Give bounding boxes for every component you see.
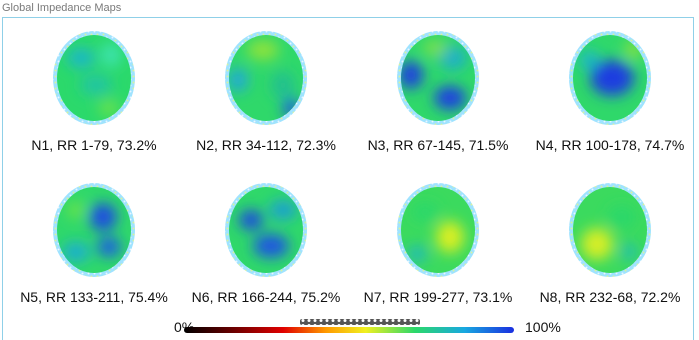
window-title: Global Impedance Maps	[2, 2, 122, 14]
impedance-map-n6	[225, 183, 307, 277]
maps-frame	[2, 17, 694, 340]
impedance-map-n4	[569, 31, 651, 125]
impedance-map-n3	[397, 31, 479, 125]
panel-n8: N8, RR 232-68, 72.2%	[524, 172, 696, 322]
panel-label: N6, RR 166-244, 75.2%	[191, 289, 341, 305]
panel-label: N8, RR 232-68, 72.2%	[539, 289, 681, 305]
panel-n4: N4, RR 100-178, 74.7%	[524, 20, 696, 170]
panel-label: N1, RR 1-79, 73.2%	[31, 137, 157, 153]
panel-n7: N7, RR 199-277, 73.1%	[352, 172, 524, 322]
panel-label: N7, RR 199-277, 73.1%	[363, 289, 513, 305]
colorbar-gradient	[184, 319, 514, 333]
panel-n1: N1, RR 1-79, 73.2%	[8, 20, 180, 170]
impedance-map-n7	[397, 183, 479, 277]
impedance-map-n5	[53, 183, 135, 277]
panel-label: N5, RR 133-211, 75.4%	[20, 289, 168, 305]
panel-label: N2, RR 34-112, 72.3%	[196, 137, 336, 153]
panel-label: N4, RR 100-178, 74.7%	[535, 137, 685, 153]
colorbar-max-label: 100%	[525, 319, 561, 335]
panel-n3: N3, RR 67-145, 71.5%	[352, 20, 524, 170]
impedance-map-grid: N1, RR 1-79, 73.2% N2, RR 34-112, 72.3%	[8, 20, 694, 320]
impedance-map-n2	[225, 31, 307, 125]
panel-n2: N2, RR 34-112, 72.3%	[180, 20, 352, 170]
impedance-map-n1	[53, 31, 135, 125]
impedance-map-n8	[569, 183, 651, 277]
colorbar-marker	[300, 319, 420, 325]
panel-label: N3, RR 67-145, 71.5%	[367, 137, 509, 153]
panel-n5: N5, RR 133-211, 75.4%	[8, 172, 180, 322]
panel-n6: N6, RR 166-244, 75.2%	[180, 172, 352, 322]
colorbar: 0% 100%	[0, 318, 699, 340]
